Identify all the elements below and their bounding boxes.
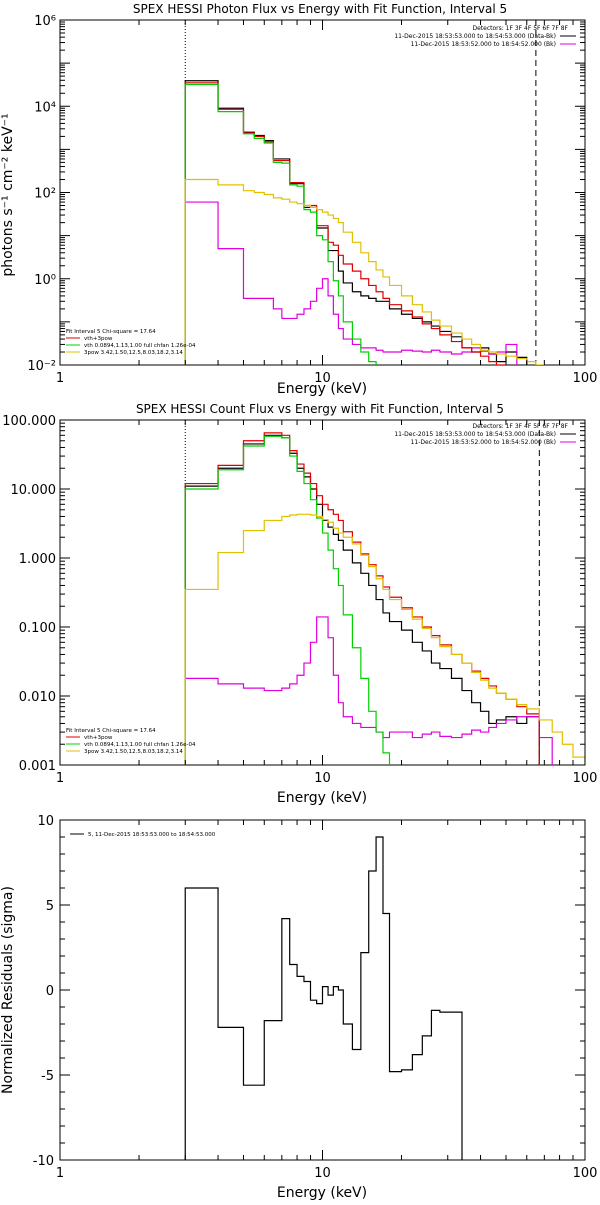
photon-flux-detectors: Detectors: 1F 3F 4F 5F 6F 7F 8F: [472, 25, 568, 32]
count-flux-x-tick-label: 1: [56, 771, 64, 786]
photon-flux-x-tick-label: 100: [573, 371, 598, 386]
residuals-y-label: Normalized Residuals (sigma): [0, 886, 16, 1094]
photon-flux-axes: 1 10 100 10⁻² 10⁰ 10² 10⁴ 10⁶: [27, 14, 597, 386]
count-flux-y-tick-label: 1.000: [19, 552, 56, 567]
count-flux-series-vth: [184, 435, 391, 765]
count-flux-y-tick-label: 0.010: [19, 690, 56, 705]
photon-flux-header: Detectors: 1F 3F 4F 5F 6F 7F 8F 11-Dec-2…: [394, 25, 576, 48]
photon-flux-x-tick-label: 10: [314, 371, 331, 386]
count-flux-y-tick-label: 10.000: [11, 483, 57, 498]
count-flux-header-bk: 11-Dec-2015 18:53:52.000 to 18:54:52.000…: [411, 439, 556, 446]
count-flux-header-databk: 11-Dec-2015 18:53:53.000 to 18:54:53.000…: [394, 431, 556, 438]
count-flux-legend-fit: vth+3pow: [84, 735, 113, 741]
photon-flux-series-data-bk: [184, 80, 528, 365]
photon-flux-title: SPEX HESSI Photon Flux vs Energy with Fi…: [133, 2, 507, 16]
count-flux-panel: SPEX HESSI Count Flux vs Energy with Fit…: [2, 402, 597, 806]
residuals-series-5: [184, 836, 463, 1160]
photon-flux-legend-pow: 3pow 3.42,1.50,12.5,8.03,18.2,3.14: [84, 350, 183, 356]
count-flux-series-layer: [184, 420, 585, 765]
residuals-panel: 1 10 100 -10 -5 0 5 10 Energy (keV) Normalized …: [0, 814, 598, 1201]
count-flux-header: Detectors: 1F 3F 4F 5F 6F 7F 8F 11-Dec-2…: [394, 423, 576, 446]
count-flux-y-tick-label: 0.001: [19, 759, 56, 774]
photon-flux-legend: Fit Interval 5 Chi-square = 17.64 vth+3p…: [66, 329, 196, 356]
residuals-series-layer: [184, 836, 463, 1160]
count-flux-series-3pow: [184, 513, 585, 765]
count-flux-y-tick-label: 100.000: [2, 414, 56, 429]
photon-flux-series-bk: [184, 201, 518, 365]
count-flux-title: SPEX HESSI Count Flux vs Energy with Fit…: [136, 402, 504, 416]
count-flux-y-tick-label: 0.100: [19, 621, 56, 636]
photon-flux-series-layer: [184, 20, 545, 365]
photon-flux-x-tick-label: 1: [56, 371, 64, 386]
count-flux-legend: Fit Interval 5 Chi-square = 17.64 vth+3p…: [66, 728, 196, 755]
residuals-y-tick-label: -5: [41, 1069, 54, 1084]
photon-flux-header-bk: 11-Dec-2015 18:53:52.000 to 18:54:52.000…: [411, 41, 556, 48]
count-flux-legend-pow: 3pow 3.42,1.50,12.5,8.03,18.2,3.14: [84, 749, 183, 755]
photon-flux-series-vth-3pow: [184, 82, 506, 365]
count-flux-legend-vth: vth 0.0894,1.13,1.00 full chfan 1.26e-04: [84, 742, 196, 748]
photon-flux-y-tick-label: 10⁰: [34, 273, 56, 288]
residuals-y-tick-label: 5: [46, 899, 54, 914]
photon-flux-series-vth: [184, 83, 377, 365]
residuals-y-tick-label: 10: [37, 814, 54, 829]
residuals-x-tick-label: 1: [56, 1166, 64, 1181]
count-flux-series-vth-3pow: [184, 432, 540, 765]
residuals-y-tick-label: 0: [46, 984, 54, 999]
residuals-x-tick-label: 100: [573, 1166, 598, 1181]
count-flux-plot-frame: [59, 419, 586, 766]
photon-flux-legend-fit: vth+3pow: [84, 336, 113, 342]
count-flux-legend-chi: Fit Interval 5 Chi-square = 17.64: [66, 728, 156, 734]
photon-flux-y-tick-label: 10⁴: [34, 100, 56, 115]
photon-flux-x-label: Energy (keV): [277, 381, 367, 397]
residuals-legend-label: 5, 11-Dec-2015 18:53:53.000 to 18:54:53.…: [88, 832, 216, 838]
photon-flux-y-tick-label: 10⁶: [34, 14, 56, 29]
count-flux-x-label: Energy (keV): [277, 790, 367, 806]
count-flux-series-data-bk: [184, 434, 540, 765]
photon-flux-y-tick-label: 10⁻²: [27, 359, 56, 374]
residuals-x-tick-label: 10: [314, 1166, 331, 1181]
photon-flux-header-databk: 11-Dec-2015 18:53:53.000 to 18:54:53.000…: [394, 33, 556, 40]
residuals-axes: 1 10 100 -10 -5 0 5 10: [33, 814, 598, 1181]
count-flux-axes: 1 10 100 0.001 0.010 0.100 1.000 10.000 100.000: [2, 414, 597, 786]
residuals-legend: 5, 11-Dec-2015 18:53:53.000 to 18:54:53.…: [70, 832, 216, 838]
residuals-y-tick-label: -10: [33, 1154, 54, 1169]
count-flux-x-tick-label: 10: [314, 771, 331, 786]
photon-flux-plot-frame: [59, 19, 586, 366]
count-flux-x-tick-label: 100: [573, 771, 598, 786]
residuals-x-label: Energy (keV): [277, 1185, 367, 1200]
photon-flux-legend-chi: Fit Interval 5 Chi-square = 17.64: [66, 329, 156, 335]
photon-flux-y-tick-label: 10²: [34, 187, 56, 202]
photon-flux-panel: SPEX HESSI Photon Flux vs Energy with Fi…: [0, 2, 597, 397]
count-flux-detectors: Detectors: 1F 3F 4F 5F 6F 7F 8F: [472, 423, 568, 430]
photon-flux-legend-vth: vth 0.0894,1.13,1.00 full chfan 1.26e-04: [84, 343, 196, 349]
photon-flux-series-3pow: [184, 178, 545, 365]
photon-flux-y-label: photons s⁻¹ cm⁻² keV⁻¹: [0, 113, 16, 276]
